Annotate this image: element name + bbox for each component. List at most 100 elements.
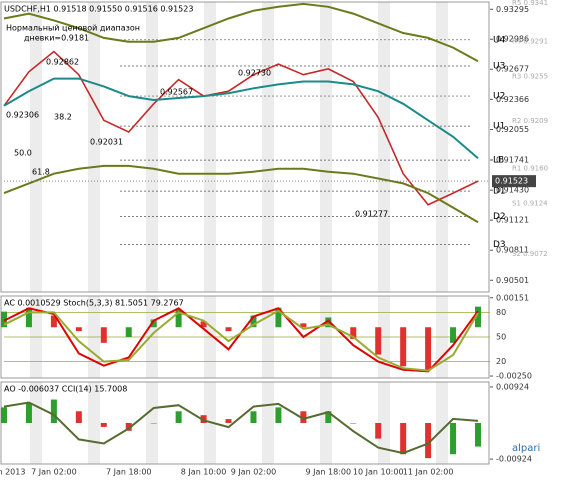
histogram-bar (225, 327, 232, 332)
session-stripe (378, 382, 390, 464)
panel-title: AO -0.006037 CCI(14) 15.7008 (4, 385, 127, 394)
histogram-bar (375, 423, 382, 439)
level-label: U2 (493, 92, 505, 102)
histogram-bar (125, 327, 132, 337)
last-price-label: 0.91523 (495, 177, 528, 186)
annotation: 0.92567 (160, 88, 193, 97)
y-tick-label: 0.92986 (496, 35, 529, 44)
y-tick-label: 0.91741 (496, 155, 529, 164)
price-line (3, 50, 479, 206)
x-tick-label: 7 Jan 18:00 (106, 468, 152, 477)
session-stripe (88, 382, 100, 464)
histogram-bar (425, 327, 432, 371)
y-tick-label: 0.90501 (496, 276, 529, 285)
y2-tick-label: 80 (496, 308, 506, 317)
histogram-bar (450, 327, 457, 343)
y-tick-label: -0.00250 (496, 372, 532, 381)
x-tick-label: 9 Jan 18:00 (306, 468, 352, 477)
session-stripe (30, 382, 42, 464)
level-label: LB (493, 156, 504, 166)
y-tick-label: 0.92677 (496, 65, 529, 74)
pivot-label: R1 0.9160 (512, 165, 548, 173)
histogram-bar (400, 423, 407, 455)
histogram-bar (275, 407, 282, 423)
indicator-line (3, 77, 479, 159)
y2-tick-label: 50 (496, 333, 506, 342)
session-stripe (320, 2, 332, 292)
panel-frame (0, 1, 490, 293)
session-stripe (146, 2, 158, 292)
y2-tick-label: 20 (496, 357, 506, 366)
logo: alpari (512, 443, 540, 454)
histogram-bar (75, 327, 82, 332)
histogram-bar (125, 423, 132, 431)
y-tick-label: 0.92366 (496, 95, 529, 104)
annotation: 0.92862 (46, 58, 79, 67)
y-tick-label: 0.90811 (496, 246, 529, 255)
session-stripe (262, 2, 274, 292)
histogram-bar (225, 419, 232, 423)
x-tick-label: 7 Jan 02:00 (31, 468, 77, 477)
indicator-line (3, 309, 479, 372)
histogram-bar (50, 399, 57, 423)
histogram-bar (425, 423, 432, 459)
session-stripe (30, 2, 42, 292)
level-label: U3 (493, 62, 505, 72)
pivot-label: R2 0.9209 (512, 117, 548, 125)
histogram-bar (400, 327, 407, 367)
annotation: Нормальный ценовой диапазон (6, 24, 140, 33)
histogram-bar (325, 411, 332, 423)
histogram-bar (275, 307, 282, 328)
annotation: дневки=0.9181 (24, 34, 89, 43)
y-tick-label: -0.00924 (496, 455, 532, 464)
y-tick-label: 0.91430 (496, 186, 529, 195)
session-stripe (436, 2, 448, 292)
last-price-tag (492, 175, 536, 188)
x-tick-label: 9 Jan 02:00 (231, 468, 277, 477)
level-label: D3 (493, 240, 506, 250)
histogram-bar (200, 321, 207, 328)
histogram-bar (150, 319, 157, 328)
histogram-bar (50, 315, 57, 328)
indicator-line (3, 401, 479, 455)
annotation: 50.0 (14, 149, 32, 158)
session-stripe (378, 2, 390, 292)
panel-title: AC 0.0010529 Stoch(5,3,3) 81.5051 79.276… (4, 299, 184, 308)
histogram-bar (300, 411, 307, 423)
y-tick-label: 0.91121 (496, 216, 529, 225)
x-tick-label: 4 Jan 2013 (0, 468, 25, 477)
annotation: 0.92306 (6, 111, 39, 120)
pivot-label: R5 0.9341 (512, 0, 548, 7)
annotation: 0.92031 (90, 138, 123, 147)
annotation: 38.2 (54, 113, 72, 122)
session-stripe (88, 2, 100, 292)
histogram-bar (150, 423, 157, 424)
level-label: U4 (493, 35, 506, 45)
histogram-bar (200, 415, 207, 423)
level-label: U1 (493, 122, 505, 132)
histogram-bar (25, 307, 32, 328)
annotation: 61.8 (32, 168, 50, 177)
histogram-bar (350, 423, 357, 424)
pivot-label: S2 0.9072 (512, 250, 548, 258)
histogram-bar (325, 317, 332, 328)
histogram-bar (175, 411, 182, 423)
pivot-label: R4 0.9291 (512, 38, 548, 46)
histogram-bar (375, 327, 382, 355)
level-label: D1 (493, 187, 506, 197)
histogram-bar (300, 323, 307, 328)
histogram-bar (250, 315, 257, 328)
y-tick-label: 0.00924 (496, 382, 529, 391)
pivot-label: R3 0.9255 (512, 73, 548, 81)
histogram-bar (450, 423, 457, 455)
histogram-bar (100, 327, 107, 343)
histogram-bar (250, 411, 257, 423)
histogram-bar (475, 306, 481, 328)
pivot-label: S1 0.9124 (512, 200, 548, 208)
annotation: 0.92730 (238, 69, 271, 78)
histogram-bar (1, 407, 7, 423)
indicator-line (3, 164, 479, 224)
histogram-bar (175, 309, 182, 328)
histogram-bar (350, 327, 357, 339)
